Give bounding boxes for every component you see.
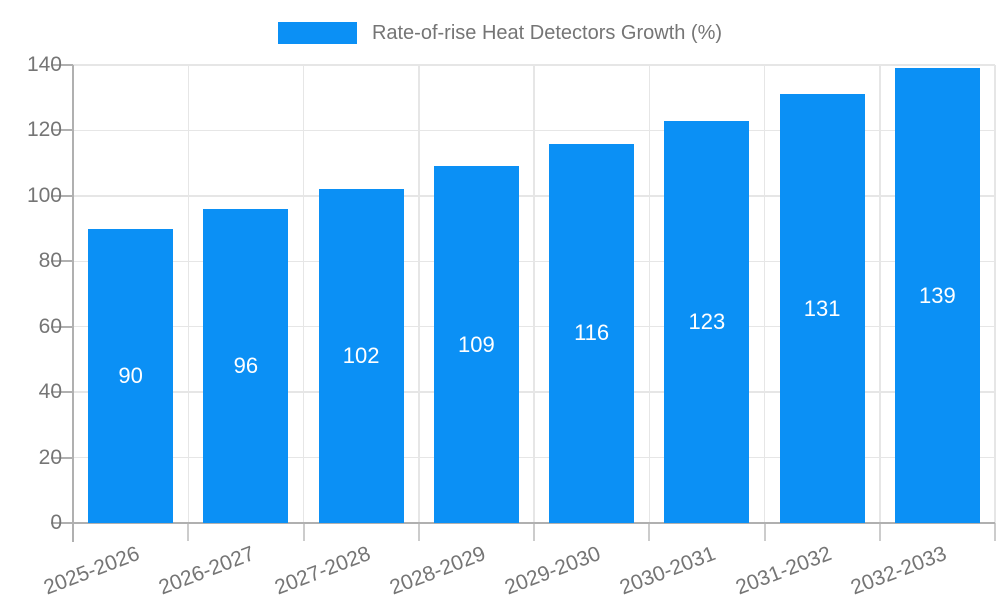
y-tick-mark [51, 129, 73, 132]
y-tick-mark [51, 194, 73, 197]
bar-value-label: 139 [919, 282, 956, 308]
x-tick-label: 2025-2026 [40, 542, 143, 600]
bar-value-label: 131 [803, 295, 841, 321]
x-tick-label: 2029-2030 [501, 542, 604, 600]
x-tick-mark [648, 523, 651, 541]
y-tick-mark [51, 522, 73, 524]
y-axis-line [72, 65, 74, 542]
x-tick-label: 2028-2029 [386, 542, 489, 600]
y-tick-mark [51, 325, 73, 328]
x-gridline [879, 65, 881, 523]
legend-swatch [277, 22, 357, 44]
y-tick-mark [51, 260, 73, 263]
y-tick-label: 100 [26, 183, 62, 207]
bar[interactable]: 139 [894, 68, 980, 523]
bar-value-label: 123 [688, 308, 726, 334]
x-gridline [994, 65, 996, 523]
x-tick-mark [763, 523, 766, 541]
bar[interactable]: 123 [664, 120, 750, 523]
x-gridline [187, 65, 189, 523]
x-gridline [648, 65, 650, 523]
bar[interactable]: 116 [549, 143, 635, 523]
x-tick-label: 2031-2032 [732, 542, 835, 600]
bar-value-label: 109 [458, 331, 495, 357]
y-tick-label: 40 [38, 380, 62, 404]
bar-value-label: 90 [118, 362, 143, 388]
bar[interactable]: 102 [318, 189, 404, 523]
x-tick-mark [878, 523, 881, 541]
x-tick-label: 2027-2028 [271, 542, 374, 600]
y-tick-label: 60 [38, 314, 62, 338]
x-gridline [302, 65, 305, 523]
x-gridline [533, 65, 535, 523]
x-tick-mark [417, 523, 420, 541]
y-tick-label: 120 [26, 118, 62, 142]
x-gridline [763, 65, 766, 523]
y-tick-mark [51, 64, 73, 66]
x-tick-label: 2030-2031 [617, 542, 720, 600]
bar[interactable]: 96 [203, 208, 289, 523]
y-tick-mark [51, 456, 73, 459]
x-tick-mark [302, 523, 305, 541]
y-tick-label: 20 [38, 445, 62, 469]
bar-value-label: 102 [342, 343, 380, 369]
x-tick-mark [187, 523, 190, 541]
bar[interactable]: 109 [433, 166, 519, 523]
bar[interactable]: 90 [88, 228, 174, 523]
y-tick-mark [51, 391, 73, 394]
bar-value-label: 116 [574, 320, 610, 346]
legend[interactable]: Rate-of-rise Heat Detectors Growth (%) [0, 21, 1000, 45]
x-tick-mark [533, 523, 535, 541]
x-tick-label: 2026-2027 [156, 542, 259, 600]
bar-value-label: 96 [233, 352, 259, 378]
x-tick-label: 2032-2033 [847, 542, 950, 600]
x-gridline [418, 65, 420, 523]
legend-label: Rate-of-rise Heat Detectors Growth (%) [371, 21, 723, 44]
x-axis-line [73, 522, 995, 524]
y-tick-label: 140 [26, 53, 62, 76]
y-tick-label: 80 [38, 249, 62, 273]
y-tick-label: 0 [50, 511, 62, 534]
bar[interactable]: 131 [779, 94, 865, 523]
x-tick-mark [994, 523, 996, 541]
